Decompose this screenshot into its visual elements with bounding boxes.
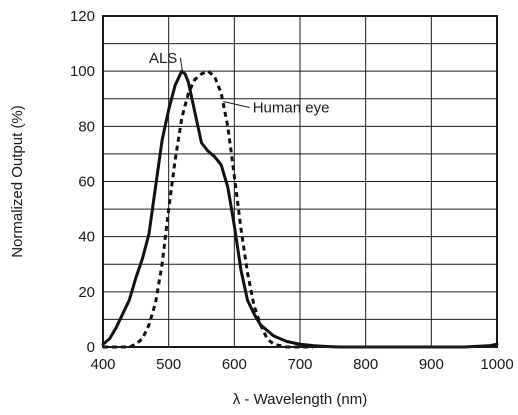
y-tick-label: 0 <box>87 339 95 356</box>
y-tick-label: 20 <box>78 284 95 301</box>
y-tick-label: 60 <box>78 174 95 191</box>
y-tick-label: 120 <box>70 8 95 25</box>
annotation-label: Human eye <box>253 100 330 117</box>
plot-frame <box>102 15 498 348</box>
x-axis-title: λ - Wavelength (nm) <box>233 391 367 408</box>
y-tick-label: 40 <box>78 229 95 246</box>
x-ticks: 400 500 600 700 800 900 1000 <box>90 356 513 373</box>
annotation-leader <box>223 101 250 109</box>
x-tick-label: 500 <box>156 356 181 373</box>
y-tick-label: 80 <box>78 118 95 135</box>
annotation-label: ALS <box>149 50 177 67</box>
x-tick-label: 700 <box>287 356 312 373</box>
x-tick-label: 1000 <box>480 356 513 373</box>
x-tick-label: 600 <box>222 356 247 373</box>
grid <box>102 15 498 348</box>
annotation-leader <box>179 57 183 72</box>
x-tick-label: 400 <box>90 356 115 373</box>
x-tick-label: 800 <box>353 356 378 373</box>
series-line-human-eye <box>103 69 314 349</box>
y-tick-label: 100 <box>70 63 95 80</box>
y-axis-title: Normalized Output (%) <box>9 105 26 258</box>
x-tick-label: 900 <box>419 356 444 373</box>
y-ticks: 0 20 40 60 80 100 120 <box>70 8 95 356</box>
annotations: ALS Human eye <box>149 50 329 117</box>
